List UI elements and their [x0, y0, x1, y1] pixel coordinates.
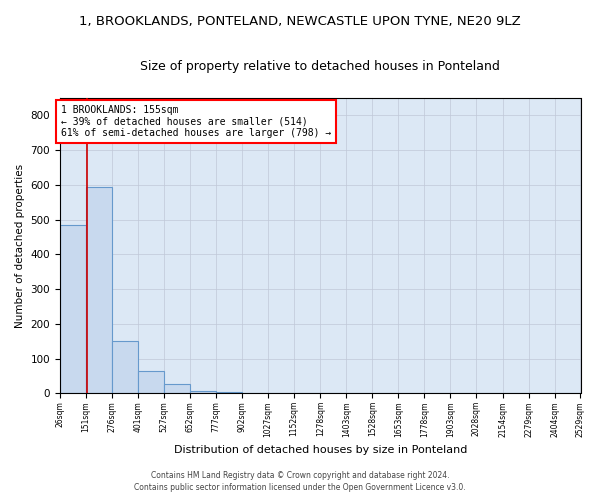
Text: 1, BROOKLANDS, PONTELAND, NEWCASTLE UPON TYNE, NE20 9LZ: 1, BROOKLANDS, PONTELAND, NEWCASTLE UPON…: [79, 15, 521, 28]
Bar: [190, 390, 216, 394]
Bar: [138, 372, 164, 394]
Bar: [164, 384, 190, 394]
X-axis label: Distribution of detached houses by size in Ponteland: Distribution of detached houses by size …: [173, 445, 467, 455]
Text: Contains HM Land Registry data © Crown copyright and database right 2024.
Contai: Contains HM Land Registry data © Crown c…: [134, 471, 466, 492]
Bar: [86, 187, 112, 394]
Bar: [216, 392, 242, 394]
Y-axis label: Number of detached properties: Number of detached properties: [15, 164, 25, 328]
Text: 1 BROOKLANDS: 155sqm
← 39% of detached houses are smaller (514)
61% of semi-deta: 1 BROOKLANDS: 155sqm ← 39% of detached h…: [61, 104, 331, 138]
Title: Size of property relative to detached houses in Ponteland: Size of property relative to detached ho…: [140, 60, 500, 73]
Bar: [60, 225, 86, 394]
Bar: [242, 392, 268, 394]
Bar: [112, 341, 138, 394]
